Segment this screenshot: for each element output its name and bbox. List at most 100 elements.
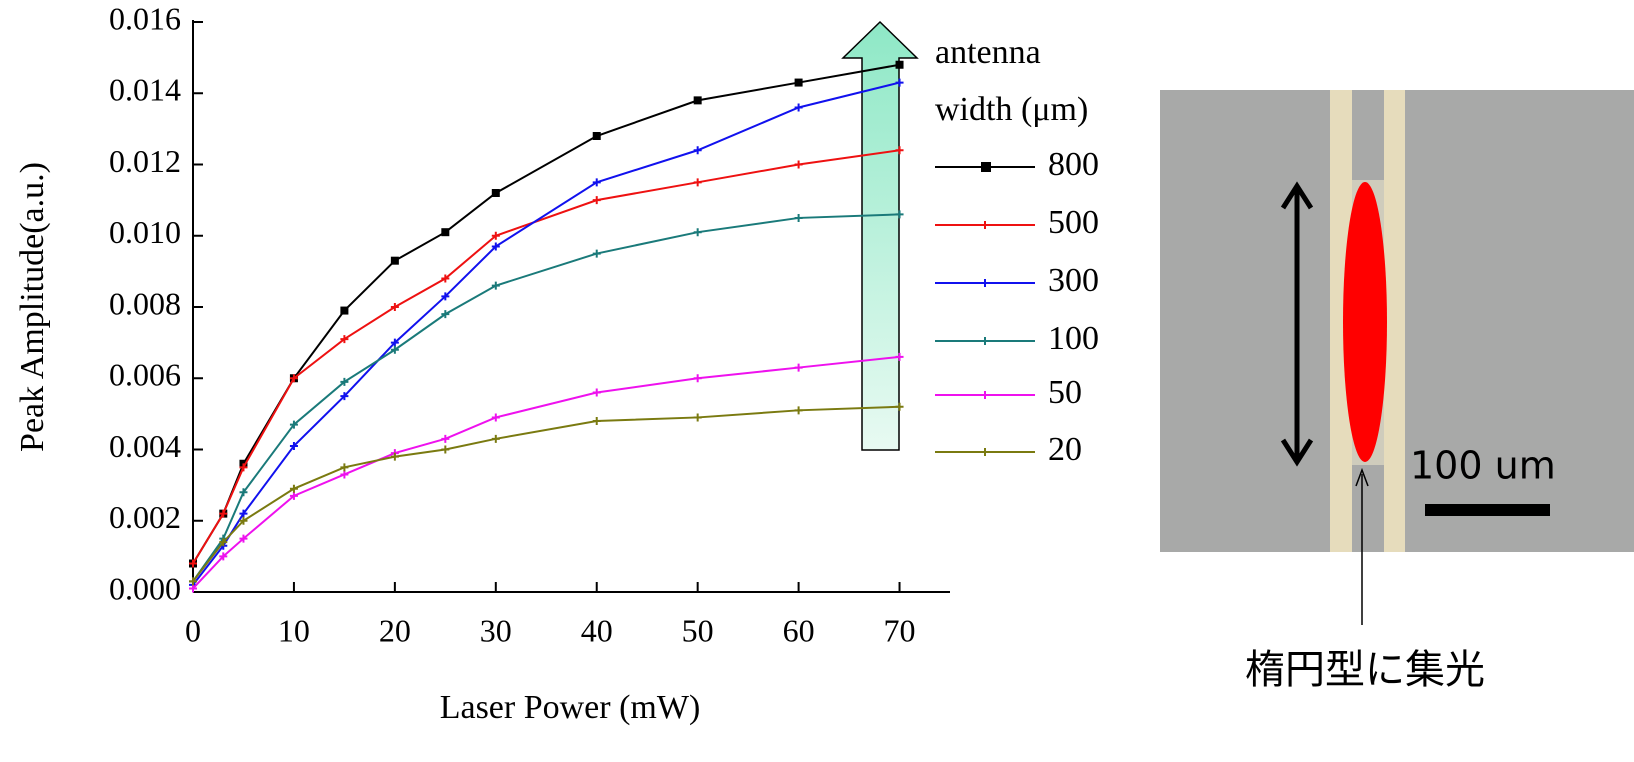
marker xyxy=(693,146,702,155)
marker xyxy=(895,60,904,69)
legend-label: 800 xyxy=(1048,146,1099,183)
legend-title: width (μm) xyxy=(935,91,1088,128)
marker xyxy=(219,538,228,547)
pointer-arrow xyxy=(1355,467,1369,487)
marker xyxy=(340,463,349,472)
marker xyxy=(239,463,248,472)
series-line xyxy=(192,213,900,582)
series-line xyxy=(192,405,900,582)
marker xyxy=(289,374,298,383)
marker xyxy=(491,413,500,422)
scale-label: 100 um xyxy=(1410,444,1556,488)
series-line xyxy=(192,81,900,586)
caption: 楕円型に集光 xyxy=(1245,647,1485,693)
marker xyxy=(794,103,803,112)
marker xyxy=(390,345,399,354)
marker xyxy=(794,406,803,415)
x-tick-label: 70 xyxy=(884,612,916,648)
marker xyxy=(340,377,349,386)
legend-marker xyxy=(981,221,989,229)
series-line xyxy=(192,63,900,565)
marker xyxy=(895,402,904,411)
marker xyxy=(693,96,702,105)
y-axis-label: Peak Amplitude(a.u.) xyxy=(14,162,51,452)
x-tick-label: 0 xyxy=(185,612,201,648)
marker xyxy=(794,78,803,87)
marker xyxy=(491,242,500,251)
marker xyxy=(592,388,601,397)
x-axis-label: Laser Power (mW) xyxy=(440,689,701,726)
y-tick-label: 0.012 xyxy=(109,143,181,179)
marker xyxy=(592,196,601,205)
y-tick-label: 0.010 xyxy=(109,214,181,250)
series-line xyxy=(192,149,900,565)
marker xyxy=(895,352,904,361)
y-tick-label: 0.004 xyxy=(109,428,181,464)
legend-marker xyxy=(981,162,991,172)
marker xyxy=(592,249,601,258)
marker xyxy=(239,488,248,497)
marker xyxy=(441,310,450,319)
marker xyxy=(491,281,500,290)
marker xyxy=(441,434,450,443)
marker xyxy=(592,417,601,425)
marker xyxy=(693,178,702,187)
marker xyxy=(895,78,904,87)
y-tick-label: 0.014 xyxy=(109,72,181,108)
marker xyxy=(441,274,450,283)
legend-label: 100 xyxy=(1048,320,1099,357)
marker xyxy=(441,228,450,237)
marker xyxy=(390,338,399,347)
marker xyxy=(491,189,500,197)
marker xyxy=(239,516,248,525)
y-tick-label: 0.002 xyxy=(109,499,181,535)
marker xyxy=(189,559,197,568)
marker xyxy=(390,452,399,461)
marker xyxy=(289,484,298,493)
y-tick-label: 0.016 xyxy=(109,0,181,36)
marker xyxy=(895,210,904,219)
x-tick-label: 50 xyxy=(682,612,714,648)
x-tick-label: 30 xyxy=(480,612,512,648)
legend-label: 50 xyxy=(1048,374,1082,411)
x-tick-label: 20 xyxy=(379,612,411,648)
marker xyxy=(289,420,298,429)
marker xyxy=(340,306,349,315)
marker xyxy=(239,509,248,518)
x-tick-label: 60 xyxy=(783,612,815,648)
marker xyxy=(693,228,702,237)
marker xyxy=(441,292,450,301)
width-arrow xyxy=(841,20,919,451)
marker xyxy=(189,584,197,593)
marker xyxy=(592,132,601,140)
legend-marker xyxy=(981,337,989,345)
marker xyxy=(794,363,803,372)
marker xyxy=(794,160,803,169)
marker xyxy=(390,256,399,265)
marker xyxy=(189,577,197,586)
legend-label: 300 xyxy=(1048,262,1099,299)
marker xyxy=(289,491,298,500)
marker xyxy=(340,392,349,401)
y-tick-label: 0.006 xyxy=(109,357,181,393)
legend-label: 20 xyxy=(1048,431,1082,468)
marker xyxy=(895,146,904,155)
marker xyxy=(390,303,399,311)
series-line xyxy=(192,355,900,590)
legend-label: 500 xyxy=(1048,204,1099,241)
marker xyxy=(794,213,803,222)
marker xyxy=(491,231,500,240)
legend-marker xyxy=(981,448,989,456)
y-tick-label: 0.000 xyxy=(109,570,181,606)
x-tick-label: 40 xyxy=(581,612,613,648)
marker xyxy=(693,374,702,383)
marker xyxy=(289,441,298,450)
legend-marker xyxy=(981,391,989,399)
legend-title: antenna xyxy=(935,34,1041,71)
marker xyxy=(340,470,349,479)
marker xyxy=(491,434,500,443)
legend-marker xyxy=(981,279,989,287)
marker xyxy=(592,178,601,187)
photo xyxy=(1160,90,1634,552)
